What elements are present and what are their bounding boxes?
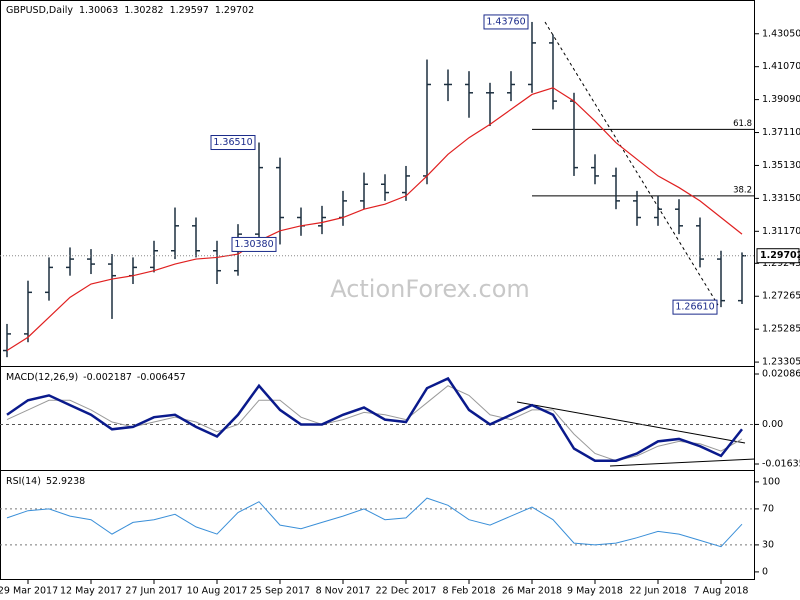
current-price-label: 1.29702: [760, 250, 800, 261]
y-tick-label: 30: [762, 539, 774, 550]
frame: [0, 0, 755, 580]
annotation-box: [231, 236, 277, 252]
y-tick-label: 1.35130: [762, 160, 800, 171]
x-tick-label: 26 Mar 2018: [502, 586, 562, 597]
indicator-header: RSI(14) 52.9238: [6, 476, 85, 487]
y-tick-label: 70: [762, 503, 774, 514]
annotation-label: 1.43760: [486, 16, 525, 27]
x-tick-label: 12 May 2017: [60, 586, 122, 597]
annotation-label: 1.36510: [213, 137, 252, 148]
x-tick-label: 29 Mar 2017: [0, 586, 58, 597]
header-value: 1.30063: [79, 5, 118, 16]
y-tick-label: 0: [762, 566, 768, 577]
symbol: GBPUSD,Daily: [6, 5, 73, 16]
y-tick-label: 1.23305: [762, 357, 800, 368]
indicator-value: MACD(12,26,9): [6, 372, 78, 383]
fib-label: 61.8: [733, 119, 752, 129]
indicator-value: -0.006457: [137, 372, 186, 383]
header-value: 1.29597: [170, 5, 209, 16]
indicator-value: RSI(14): [6, 476, 41, 487]
indicator-header: MACD(12,26,9) -0.002187 -0.006457: [6, 372, 186, 383]
trend-line: [544, 21, 719, 306]
indicator-line: [6, 376, 743, 462]
y-tick-label: 1.37110: [762, 127, 800, 138]
indicator-line: [6, 497, 743, 548]
y-tick-label: 1.25285: [762, 324, 800, 335]
x-tick-label: 27 Jun 2017: [125, 586, 182, 597]
y-tick-label: 0.00: [762, 419, 783, 430]
macd-trend-line: [516, 401, 746, 444]
y-tick-label: 100: [762, 476, 780, 487]
y-tick-label: 1.33150: [762, 193, 800, 204]
annotation-box: [672, 299, 718, 315]
watermark: ActionForex.com: [330, 275, 530, 303]
x-tick-label: 8 Feb 2018: [442, 586, 495, 597]
y-tick-label: -0.016357: [762, 459, 800, 470]
current-price-tag: [756, 248, 800, 264]
indicator-value: -0.002187: [83, 372, 132, 383]
y-tick-label: 1.31170: [762, 226, 800, 237]
header: GBPUSD,Daily 1.30063 1.30282 1.29597 1.29702: [6, 5, 254, 16]
y-tick-label: 1.27265: [762, 291, 800, 302]
x-tick-label: 22 Jun 2018: [629, 586, 686, 597]
x-tick-label: 7 Aug 2018: [694, 586, 749, 597]
x-tick-label: 22 Dec 2017: [376, 586, 437, 597]
annotation-label: 1.26610: [675, 302, 714, 313]
y-tick-label: 1.41070: [762, 61, 800, 72]
x-tick-label: 10 Aug 2017: [187, 586, 248, 597]
annotation-box: [210, 135, 256, 151]
moving-average: [6, 87, 743, 352]
y-tick-label: 1.43050: [762, 28, 800, 39]
fib-label: 38.2: [733, 185, 752, 195]
y-tick-label: 1.29245: [762, 258, 800, 269]
header-value: 1.29702: [215, 5, 254, 16]
annotation-box: [483, 14, 529, 30]
x-tick-label: 9 May 2018: [567, 586, 623, 597]
header-value: 1.30282: [124, 5, 163, 16]
indicator-value: 52.9238: [46, 476, 85, 487]
macd-trend-line: [609, 458, 756, 467]
x-tick-label: 8 Nov 2017: [316, 586, 371, 597]
annotation-label: 1.30380: [234, 239, 273, 250]
y-tick-label: 1.39090: [762, 94, 800, 105]
y-tick-label: 0.020861: [762, 368, 800, 379]
x-tick-label: 25 Sep 2017: [250, 586, 310, 597]
